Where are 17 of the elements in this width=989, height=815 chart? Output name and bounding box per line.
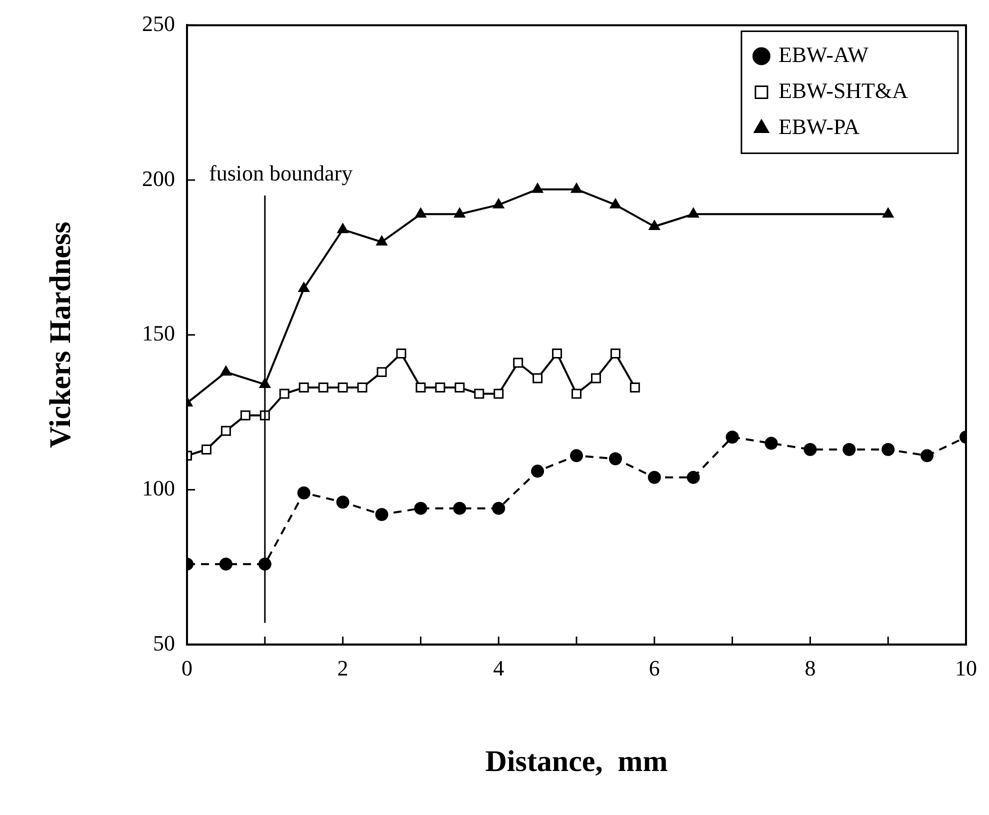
legend-label: EBW-SHT&A — [778, 78, 908, 103]
x-tick-label: 4 — [493, 656, 504, 681]
x-tick-label: 2 — [337, 656, 348, 681]
x-tick-label: 0 — [182, 656, 192, 681]
y-axis-title: Vickers Hardness — [44, 222, 77, 448]
x-axis-title: Distance, mm — [485, 744, 668, 778]
y-tick-label: 100 — [142, 476, 175, 501]
ref-line-label: fusion boundary — [209, 160, 353, 186]
y-tick-label: 150 — [142, 320, 175, 346]
legend-label: EBW-PA — [778, 114, 860, 139]
x-tick-label: 10 — [955, 656, 977, 681]
y-tick-label: 50 — [153, 630, 175, 656]
x-tick-label: 8 — [804, 656, 816, 681]
x-tick-label: 6 — [648, 656, 660, 681]
legend-label: EBW-AW — [778, 42, 869, 67]
y-tick-label: 200 — [142, 166, 175, 191]
y-tick-label: 250 — [142, 10, 175, 36]
